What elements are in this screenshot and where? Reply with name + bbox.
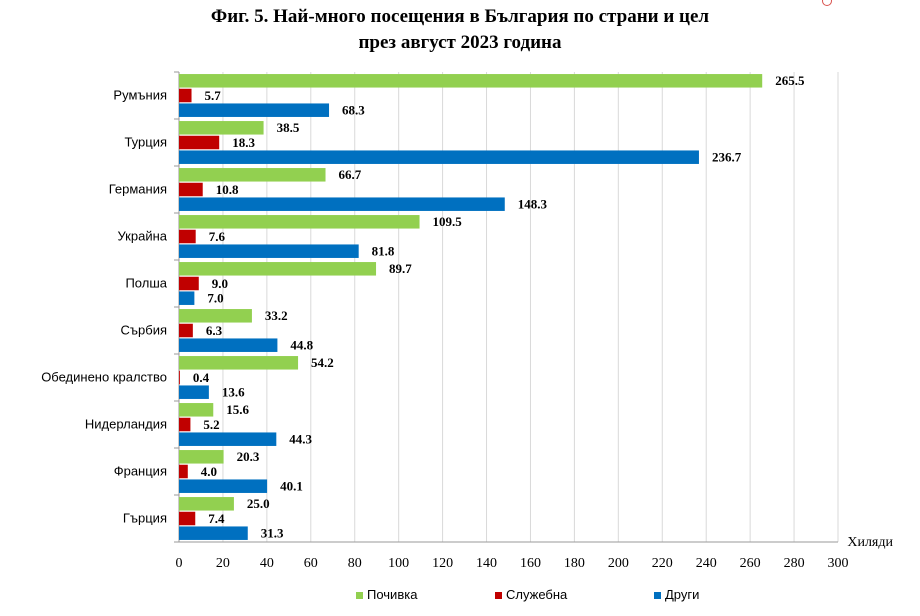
data-label: 44.3 <box>289 431 312 446</box>
x-tick-label: 200 <box>608 556 629 571</box>
data-label: 0.4 <box>193 370 210 385</box>
bar-Други <box>179 150 699 164</box>
x-tick-label: 40 <box>260 556 274 571</box>
bar-Почивка <box>179 309 252 323</box>
data-label: 20.3 <box>237 449 260 464</box>
category-label: Сърбия <box>121 323 168 338</box>
category-label: Германия <box>109 182 167 197</box>
bar-Други <box>179 432 277 446</box>
bar-Почивка <box>179 356 299 370</box>
chart-title-line-1: Фиг. 5. Най-много посещения в България п… <box>210 6 710 27</box>
x-tick-label: 260 <box>740 556 761 571</box>
x-tick-label: 220 <box>652 556 673 571</box>
data-label: 89.7 <box>389 261 412 276</box>
bar-Служебна <box>179 511 196 526</box>
legend-label: Почивка <box>367 587 418 602</box>
x-tick-label: 140 <box>476 556 497 571</box>
x-tick-label: 100 <box>388 556 409 571</box>
x-tick-label: 160 <box>520 556 541 571</box>
x-tick-label: 20 <box>216 556 230 571</box>
bar-Служебна <box>179 323 193 338</box>
data-label: 109.5 <box>433 214 463 229</box>
x-tick-label: 0 <box>176 556 183 571</box>
category-label: Франция <box>114 464 167 479</box>
legend-swatch <box>356 592 363 599</box>
legend-label: Служебна <box>506 587 568 602</box>
data-label: 9.0 <box>212 276 228 291</box>
bar-Почивка <box>179 403 214 417</box>
bar-Почивка <box>179 450 224 464</box>
bar-Други <box>179 244 359 258</box>
bar-Други <box>179 103 330 117</box>
data-label: 81.8 <box>372 243 395 258</box>
bar-Почивка <box>179 497 234 511</box>
x-tick-label: 120 <box>432 556 453 571</box>
category-label: Турция <box>124 135 167 150</box>
bar-Служебна <box>179 464 188 479</box>
x-tick-label: 60 <box>304 556 318 571</box>
bar-Почивка <box>179 121 264 135</box>
data-label: 33.2 <box>265 308 288 323</box>
x-tick-label: 80 <box>348 556 362 571</box>
data-label: 31.3 <box>261 525 284 540</box>
legend-label: Други <box>665 587 699 602</box>
bar-Служебна <box>179 276 199 291</box>
bar-Почивка <box>179 215 420 229</box>
bar-Служебна <box>179 370 180 385</box>
data-label: 54.2 <box>311 355 334 370</box>
bar-Други <box>179 526 248 540</box>
x-tick-label: 280 <box>784 556 805 571</box>
data-label: 40.1 <box>280 478 303 493</box>
x-axis-unit-label: Хиляди <box>847 535 893 550</box>
data-label: 13.6 <box>222 384 245 399</box>
bar-Други <box>179 197 505 211</box>
bar-Служебна <box>179 182 203 197</box>
data-label: 10.8 <box>216 182 239 197</box>
bar-Почивка <box>179 74 763 88</box>
data-label: 7.6 <box>209 229 226 244</box>
data-label: 44.8 <box>290 337 313 352</box>
data-label: 5.2 <box>203 417 219 432</box>
data-label: 18.3 <box>232 135 255 150</box>
bar-Други <box>179 385 209 399</box>
bar-Служебна <box>179 229 196 244</box>
data-label: 15.6 <box>226 402 249 417</box>
data-label: 148.3 <box>518 196 548 211</box>
data-label: 25.0 <box>247 496 270 511</box>
bar-Служебна <box>179 88 192 103</box>
bar-Почивка <box>179 262 377 276</box>
data-label: 68.3 <box>342 102 365 117</box>
data-label: 7.4 <box>208 511 225 526</box>
chart-title: Фиг. 5. Най-много посещения в България п… <box>0 4 920 56</box>
x-tick-label: 180 <box>564 556 585 571</box>
category-label: Гърция <box>123 511 167 526</box>
x-tick-label: 300 <box>828 556 849 571</box>
data-label: 5.7 <box>205 88 222 103</box>
data-label: 7.0 <box>207 290 223 305</box>
x-tick-label: 240 <box>696 556 717 571</box>
category-label: Румъния <box>113 88 167 103</box>
chart-title-line-2: през август 2023 година <box>358 32 562 53</box>
data-label: 66.7 <box>339 167 362 182</box>
category-label: Обединено кралство <box>41 370 167 385</box>
data-label: 265.5 <box>775 73 805 88</box>
data-label: 38.5 <box>277 120 300 135</box>
category-label: Полша <box>125 276 167 291</box>
bar-Почивка <box>179 168 326 182</box>
category-label: Нидерландия <box>85 417 167 432</box>
bar-Други <box>179 338 278 352</box>
data-label: 6.3 <box>206 323 223 338</box>
bar-Служебна <box>179 417 191 432</box>
corner-handle-icon <box>822 0 832 6</box>
data-label: 4.0 <box>201 464 217 479</box>
legend-swatch <box>495 592 502 599</box>
bar-Други <box>179 479 268 493</box>
bar-Служебна <box>179 135 220 150</box>
legend-swatch <box>654 592 661 599</box>
data-label: 236.7 <box>712 149 742 164</box>
bar-Други <box>179 291 195 305</box>
category-label: Украйна <box>118 229 168 244</box>
